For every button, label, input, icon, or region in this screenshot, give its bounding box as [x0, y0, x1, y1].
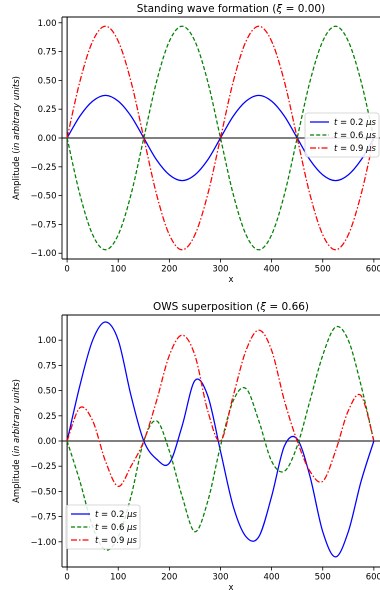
x-tick-label: 600 [366, 573, 380, 583]
y-tick-label: −0.50 [30, 192, 56, 202]
y-tick-label: 0.25 [38, 412, 57, 422]
x-axis-label: x [228, 583, 233, 590]
legend-box [65, 504, 141, 550]
y-tick-label: 1.00 [38, 19, 57, 29]
series-line-3 [66, 25, 375, 251]
y-tick-label: −0.75 [30, 513, 56, 523]
x-tick-label: 600 [366, 265, 380, 275]
x-tick-label: 300 [212, 265, 228, 275]
x-tick-label: 0 [64, 573, 69, 583]
y-tick-label: 0.75 [38, 48, 57, 58]
chart-panel-2: −1.00 −0.75 −0.50 −0.25 0.00 0.25 0.50 0.75 1.00… [12, 301, 380, 590]
legend-label: t = 0.9 μs [95, 536, 138, 546]
x-tick-label: 300 [212, 573, 228, 583]
y-axis-label: Amplitude (in arbitrary units) [12, 379, 22, 503]
y-tick-label: −1.00 [30, 538, 56, 548]
y-tick-label: 1.00 [38, 336, 57, 346]
legend: t = 0.2 μs t = 0.6 μs t = 0.9 μs [304, 112, 380, 158]
x-tick-label: 500 [315, 573, 331, 583]
chart-title: OWS superposition (ξ = 0.66) [153, 301, 309, 313]
y-tick-label: 0.75 [38, 361, 57, 371]
y-tick-label: 0.00 [38, 134, 57, 144]
y-tick-label: 0.00 [38, 437, 57, 447]
y-tick-label: −0.25 [30, 163, 56, 173]
legend-label: t = 0.9 μs [334, 144, 377, 154]
x-tick-label: 100 [110, 265, 126, 275]
x-tick-label: 0 [64, 265, 69, 275]
y-tick-label: 0.50 [38, 76, 57, 86]
legend-box [304, 112, 380, 158]
x-tick-label: 500 [315, 265, 331, 275]
y-tick-label: −1.00 [30, 249, 56, 259]
legend-label: t = 0.6 μs [334, 131, 377, 141]
series-line-3 [66, 329, 375, 487]
chart-panel-1: −1.00 −0.75 −0.50 −0.25 0.00 0.25 0.50 0.75 1.00… [12, 3, 380, 285]
y-tick-label: −0.50 [30, 487, 56, 497]
x-tick-label: 200 [161, 573, 177, 583]
series-line-1 [66, 94, 375, 182]
legend-label: t = 0.2 μs [334, 118, 377, 128]
x-tick-label: 200 [161, 265, 177, 275]
y-axis-label: Amplitude (in arbitrary units) [12, 76, 22, 200]
x-tick-label: 100 [110, 573, 126, 583]
legend-label: t = 0.2 μs [95, 510, 138, 520]
x-axis-label: x [228, 275, 233, 285]
x-tick-label: 400 [263, 573, 279, 583]
y-tick-label: 0.50 [38, 387, 57, 397]
legend-label: t = 0.6 μs [95, 523, 138, 533]
y-tick-label: −0.75 [30, 220, 56, 230]
y-tick-label: −0.25 [30, 462, 56, 472]
y-tick-label: 0.25 [38, 105, 57, 115]
x-tick-label: 400 [263, 265, 279, 275]
chart-title: Standing wave formation (ξ = 0.00) [137, 3, 325, 15]
series-line-1 [66, 321, 375, 558]
legend: t = 0.2 μs t = 0.6 μs t = 0.9 μs [65, 504, 141, 550]
